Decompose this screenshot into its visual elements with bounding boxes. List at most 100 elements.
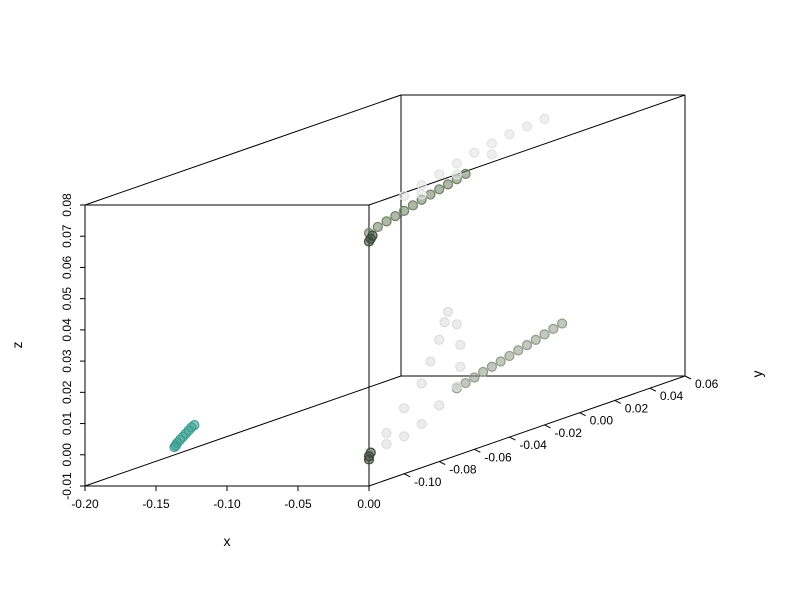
box-edge-5: [368, 94, 686, 206]
data-point: [381, 438, 392, 450]
data-point: [434, 169, 445, 180]
data-point: [469, 372, 480, 383]
data-point: [399, 431, 410, 442]
data-point: [504, 350, 515, 362]
y-tick-mark: [614, 399, 622, 404]
data-point: [434, 400, 445, 411]
z-tick-label: 0.04: [60, 318, 74, 342]
y-tick-mark: [684, 375, 692, 380]
data-point: [189, 420, 200, 431]
series-5: [363, 230, 378, 465]
y-tick-label: -0.02: [555, 426, 583, 440]
data-point: [416, 378, 427, 389]
data-point: [548, 323, 559, 334]
data-point: [390, 211, 401, 222]
data-point: [416, 180, 427, 191]
y-tick-label: 0.06: [695, 377, 719, 391]
data-point: [434, 184, 445, 195]
data-point: [442, 306, 454, 317]
z-tick-label: 0.03: [60, 349, 74, 373]
z-tick-label: 0.08: [60, 193, 74, 217]
data-point: [469, 147, 480, 158]
z-tick-label: 0.05: [60, 287, 74, 311]
data-point: [486, 149, 497, 160]
x-axis: -0.20 -0.15 -0.10 -0.05 0.00: [71, 486, 381, 511]
data-point: [451, 319, 462, 330]
data-point: [399, 205, 410, 216]
data-point: [442, 179, 454, 190]
z-axis: -0.01 0.00 0.01 0.02 0.03 0.04 0.05 0.06 0.07 0.0…: [60, 193, 85, 500]
box-edge-6: [368, 375, 686, 487]
data-point: [372, 221, 383, 233]
data-point: [521, 121, 533, 132]
data-point: [399, 403, 410, 414]
series-3: [451, 318, 568, 394]
z-tick-label: 0.06: [60, 255, 74, 279]
data-point: [486, 138, 497, 149]
data-point: [439, 317, 450, 328]
data-point: [381, 216, 392, 227]
x-tick-label: -0.20: [71, 497, 99, 511]
y-tick-mark: [438, 461, 446, 466]
y-tick-label: 0.04: [660, 389, 684, 403]
x-tick-label: -0.10: [213, 497, 241, 511]
y-tick-label: 0.00: [590, 414, 614, 428]
data-point: [557, 318, 568, 329]
data-point: [399, 190, 410, 201]
z-tick-label: 0.02: [60, 380, 74, 404]
data-point: [460, 377, 471, 389]
y-tick-mark: [403, 473, 411, 478]
data-point: [425, 189, 436, 200]
data-point: [495, 356, 506, 367]
data-point: [530, 334, 541, 345]
y-tick-label: 0.02: [625, 401, 649, 415]
box-edge-9: [84, 375, 402, 487]
y-tick-mark: [474, 448, 481, 453]
data-point: [539, 113, 550, 125]
data-point: [425, 356, 436, 367]
data-points: [169, 113, 568, 465]
z-tick-label: 0.07: [60, 224, 74, 248]
data-point: [407, 200, 418, 211]
y-tick-mark: [509, 436, 516, 441]
y-tick-mark: [579, 412, 586, 417]
data-point: [416, 189, 427, 200]
data-point: [416, 418, 427, 430]
data-point: [460, 168, 471, 179]
y-axis: -0.10 -0.08 -0.06 -0.04 -0.02 0.00 0.02 0.04 0.0…: [403, 375, 719, 489]
data-point: [539, 329, 550, 340]
series-2: [399, 113, 550, 201]
data-point: [451, 381, 462, 392]
z-tick-label: 0.00: [60, 443, 74, 467]
series-4: [363, 306, 466, 460]
data-point: [434, 334, 445, 345]
data-point: [521, 340, 533, 351]
data-point: [365, 447, 376, 458]
data-point: [486, 361, 497, 372]
data-point: [504, 129, 515, 140]
y-tick-label: -0.04: [519, 438, 547, 452]
data-point: [451, 158, 462, 169]
y-tick-label: -0.08: [449, 463, 477, 477]
data-point: [367, 230, 378, 241]
data-point: [455, 361, 466, 372]
series-1: [363, 168, 471, 239]
y-tick-label: -0.10: [414, 475, 442, 489]
z-tick-label: 0.01: [60, 412, 74, 436]
x-tick-label: -0.05: [284, 497, 312, 511]
data-point: [455, 339, 466, 351]
y-axis-title: y: [749, 371, 765, 378]
data-point: [381, 427, 392, 439]
y-tick-mark: [544, 424, 551, 429]
z-tick-label: -0.01: [60, 472, 74, 500]
x-tick-label: 0.00: [357, 497, 381, 511]
data-point: [451, 169, 462, 180]
y-tick-mark: [649, 387, 657, 392]
z-axis-title: z: [9, 342, 25, 349]
data-point: [513, 345, 524, 356]
y-tick-label: -0.06: [484, 450, 512, 464]
data-point: [478, 366, 489, 378]
x-tick-label: -0.15: [142, 497, 170, 511]
x-axis-title: x: [224, 533, 231, 549]
